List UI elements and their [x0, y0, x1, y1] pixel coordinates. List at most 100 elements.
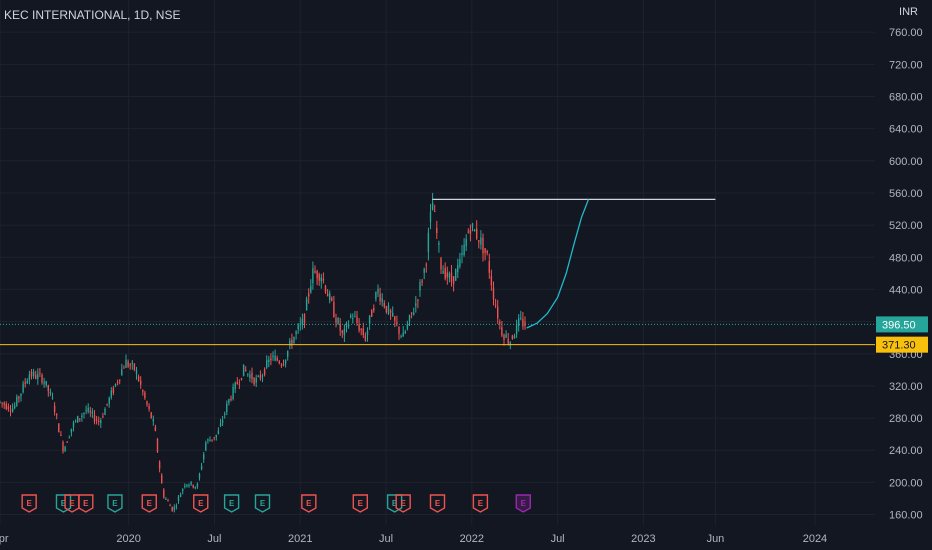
candle-body: [488, 261, 490, 273]
candle-body: [326, 293, 329, 297]
candle-body: [205, 442, 207, 451]
candle-body: [18, 396, 20, 399]
candle-body: [476, 228, 478, 239]
time-tick-label: 2023: [631, 533, 655, 545]
candle-body: [156, 438, 159, 452]
candle-body: [20, 393, 22, 397]
candle-body: [188, 485, 190, 487]
earnings-marker: E: [107, 494, 123, 513]
candle-body: [129, 364, 131, 366]
candle-body: [402, 332, 404, 337]
candle-body: [247, 373, 249, 375]
candle-body: [263, 369, 266, 375]
candle-body: [45, 380, 47, 386]
candle-body: [91, 411, 94, 414]
earnings-marker: E: [301, 494, 317, 513]
earnings-marker-label: E: [198, 499, 204, 508]
candle-body: [62, 441, 64, 452]
candle-body: [524, 321, 526, 326]
candle-body: [58, 423, 60, 433]
time-axis[interactable]: Apr 2020 Jul 2021 Jul 2022 Jul 2023 Jun 2024: [0, 533, 827, 545]
candle-body: [182, 489, 184, 491]
time-tick-label: 2021: [288, 533, 312, 545]
candle-body: [11, 408, 14, 412]
earnings-marker-shape: [301, 494, 317, 513]
time-tick-label: 2024: [803, 533, 827, 545]
candle-body: [245, 369, 247, 371]
candle-body: [440, 258, 442, 270]
candle-body: [68, 437, 70, 439]
candle-body: [165, 498, 167, 500]
candle-body: [196, 483, 199, 488]
candle-body: [408, 315, 411, 322]
candle-body: [362, 328, 364, 336]
candle-body: [95, 419, 98, 421]
candle-body: [266, 360, 268, 368]
earnings-marker-label: E: [260, 499, 266, 508]
candle-body: [289, 340, 291, 346]
candle-body: [85, 410, 87, 412]
candle-body: [24, 382, 26, 384]
candle-body: [337, 318, 339, 324]
candle-body: [354, 316, 356, 318]
earnings-marker-shape: [193, 494, 209, 513]
price-axis[interactable]: 760.00 720.00 680.00 640.00 600.00 560.00 520.…: [876, 27, 928, 522]
price-tick-label: 760.00: [889, 27, 923, 39]
earnings-marker-label: E: [401, 499, 407, 508]
candle-body: [98, 420, 100, 422]
candle-body: [499, 321, 501, 324]
candle-body: [184, 485, 186, 487]
candle-body: [394, 316, 396, 321]
support-price-badge: [876, 336, 928, 353]
candle-body: [509, 342, 511, 346]
candle-body: [144, 392, 146, 399]
candle-body: [70, 428, 73, 433]
earnings-marker-label: E: [478, 499, 484, 508]
candle-body: [339, 323, 341, 331]
candle-body: [163, 489, 165, 498]
candle-body: [37, 373, 39, 380]
candle-body: [127, 361, 129, 367]
candle-body: [116, 381, 119, 383]
currency-label: INR: [899, 6, 918, 18]
candle-body: [232, 386, 234, 400]
candle-body: [522, 319, 524, 327]
candle-body: [7, 406, 10, 410]
time-tick-label: 2022: [460, 533, 484, 545]
candle-body: [74, 420, 77, 422]
earnings-marker-label: E: [112, 499, 118, 508]
candle-body: [295, 331, 297, 335]
earnings-marker: E: [64, 494, 80, 513]
candle-body: [224, 413, 226, 415]
candle-body: [423, 268, 425, 273]
candle-body: [148, 406, 150, 409]
earnings-marker-shape: [515, 494, 531, 513]
candle-body: [333, 302, 335, 318]
candle-body: [203, 453, 205, 460]
candle-body: [198, 473, 201, 478]
candle-body: [272, 355, 274, 358]
earnings-marker: E: [141, 494, 157, 513]
candle-body: [425, 264, 427, 266]
candle-body: [131, 362, 133, 364]
drawn-lines: [0, 198, 875, 346]
candle-body: [518, 318, 520, 327]
candle-body: [444, 267, 446, 279]
candle-body: [350, 315, 352, 318]
candle-body: [352, 318, 354, 320]
candle-body: [87, 407, 89, 412]
last-price-badge: [876, 316, 928, 333]
candle-body: [0, 401, 1, 403]
candle-body: [364, 335, 367, 341]
candle-body: [173, 507, 175, 510]
candle-body: [371, 310, 373, 317]
candle-body: [268, 359, 270, 363]
candle-body: [26, 380, 28, 384]
candle-body: [211, 439, 213, 441]
earnings-marker-shape: [21, 494, 37, 513]
candle-body: [152, 419, 154, 422]
candle-body: [226, 403, 228, 412]
candle-body: [442, 271, 444, 274]
